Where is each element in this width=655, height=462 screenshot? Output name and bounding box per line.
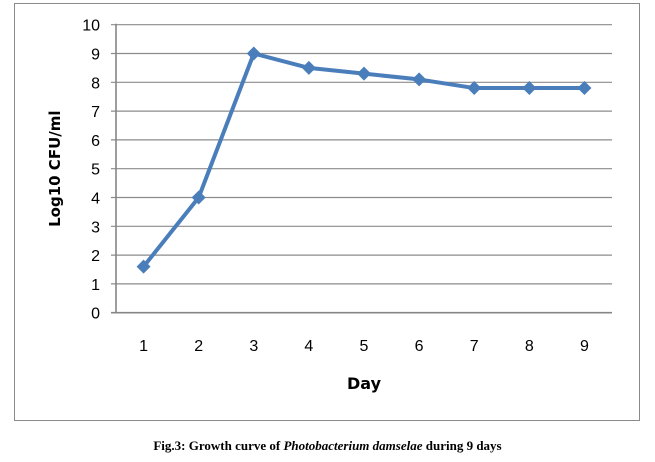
x-tick-label: 5 bbox=[360, 338, 369, 355]
y-axis-label: Log10 CFU/ml bbox=[46, 111, 64, 227]
x-tick-label: 9 bbox=[580, 338, 589, 355]
x-tick-label: 6 bbox=[415, 338, 424, 355]
y-tick-label: 0 bbox=[91, 306, 100, 323]
data-point-marker bbox=[522, 81, 537, 96]
caption-species: Photobacterium damselae bbox=[283, 438, 423, 453]
x-tick-label: 8 bbox=[525, 338, 534, 355]
data-point-marker bbox=[301, 60, 316, 75]
y-tick-label: 6 bbox=[91, 133, 100, 150]
figure-caption: Fig.3: Growth curve of Photobacterium da… bbox=[0, 438, 655, 454]
data-point-marker bbox=[467, 81, 482, 96]
x-axis-label: Day bbox=[347, 374, 382, 393]
y-tick-label: 5 bbox=[91, 162, 100, 179]
caption-suffix: during 9 days bbox=[422, 438, 502, 453]
y-tick-label: 2 bbox=[91, 248, 100, 265]
caption-prefix: Fig.3: Growth curve of bbox=[153, 438, 284, 453]
x-tick-label: 7 bbox=[470, 338, 479, 355]
data-point-marker bbox=[412, 72, 427, 87]
y-tick-label: 8 bbox=[91, 75, 100, 92]
x-tick-label: 4 bbox=[304, 338, 313, 355]
y-tick-label: 3 bbox=[91, 219, 100, 236]
data-point-marker bbox=[136, 259, 151, 274]
x-tick-label: 1 bbox=[139, 338, 148, 355]
series-line bbox=[141, 51, 585, 268]
data-point-marker bbox=[246, 46, 261, 61]
y-tick-label: 7 bbox=[91, 104, 100, 121]
x-tick-label: 2 bbox=[194, 338, 203, 355]
x-tick-label: 3 bbox=[249, 338, 258, 355]
y-tick-label: 1 bbox=[91, 277, 100, 294]
y-tick-label: 10 bbox=[82, 18, 100, 35]
data-point-marker bbox=[191, 190, 206, 205]
data-point-marker bbox=[577, 81, 592, 96]
y-tick-label: 4 bbox=[91, 191, 100, 208]
chart-frame bbox=[14, 3, 640, 421]
data-point-marker bbox=[357, 66, 371, 81]
y-tick-label: 9 bbox=[91, 47, 100, 64]
